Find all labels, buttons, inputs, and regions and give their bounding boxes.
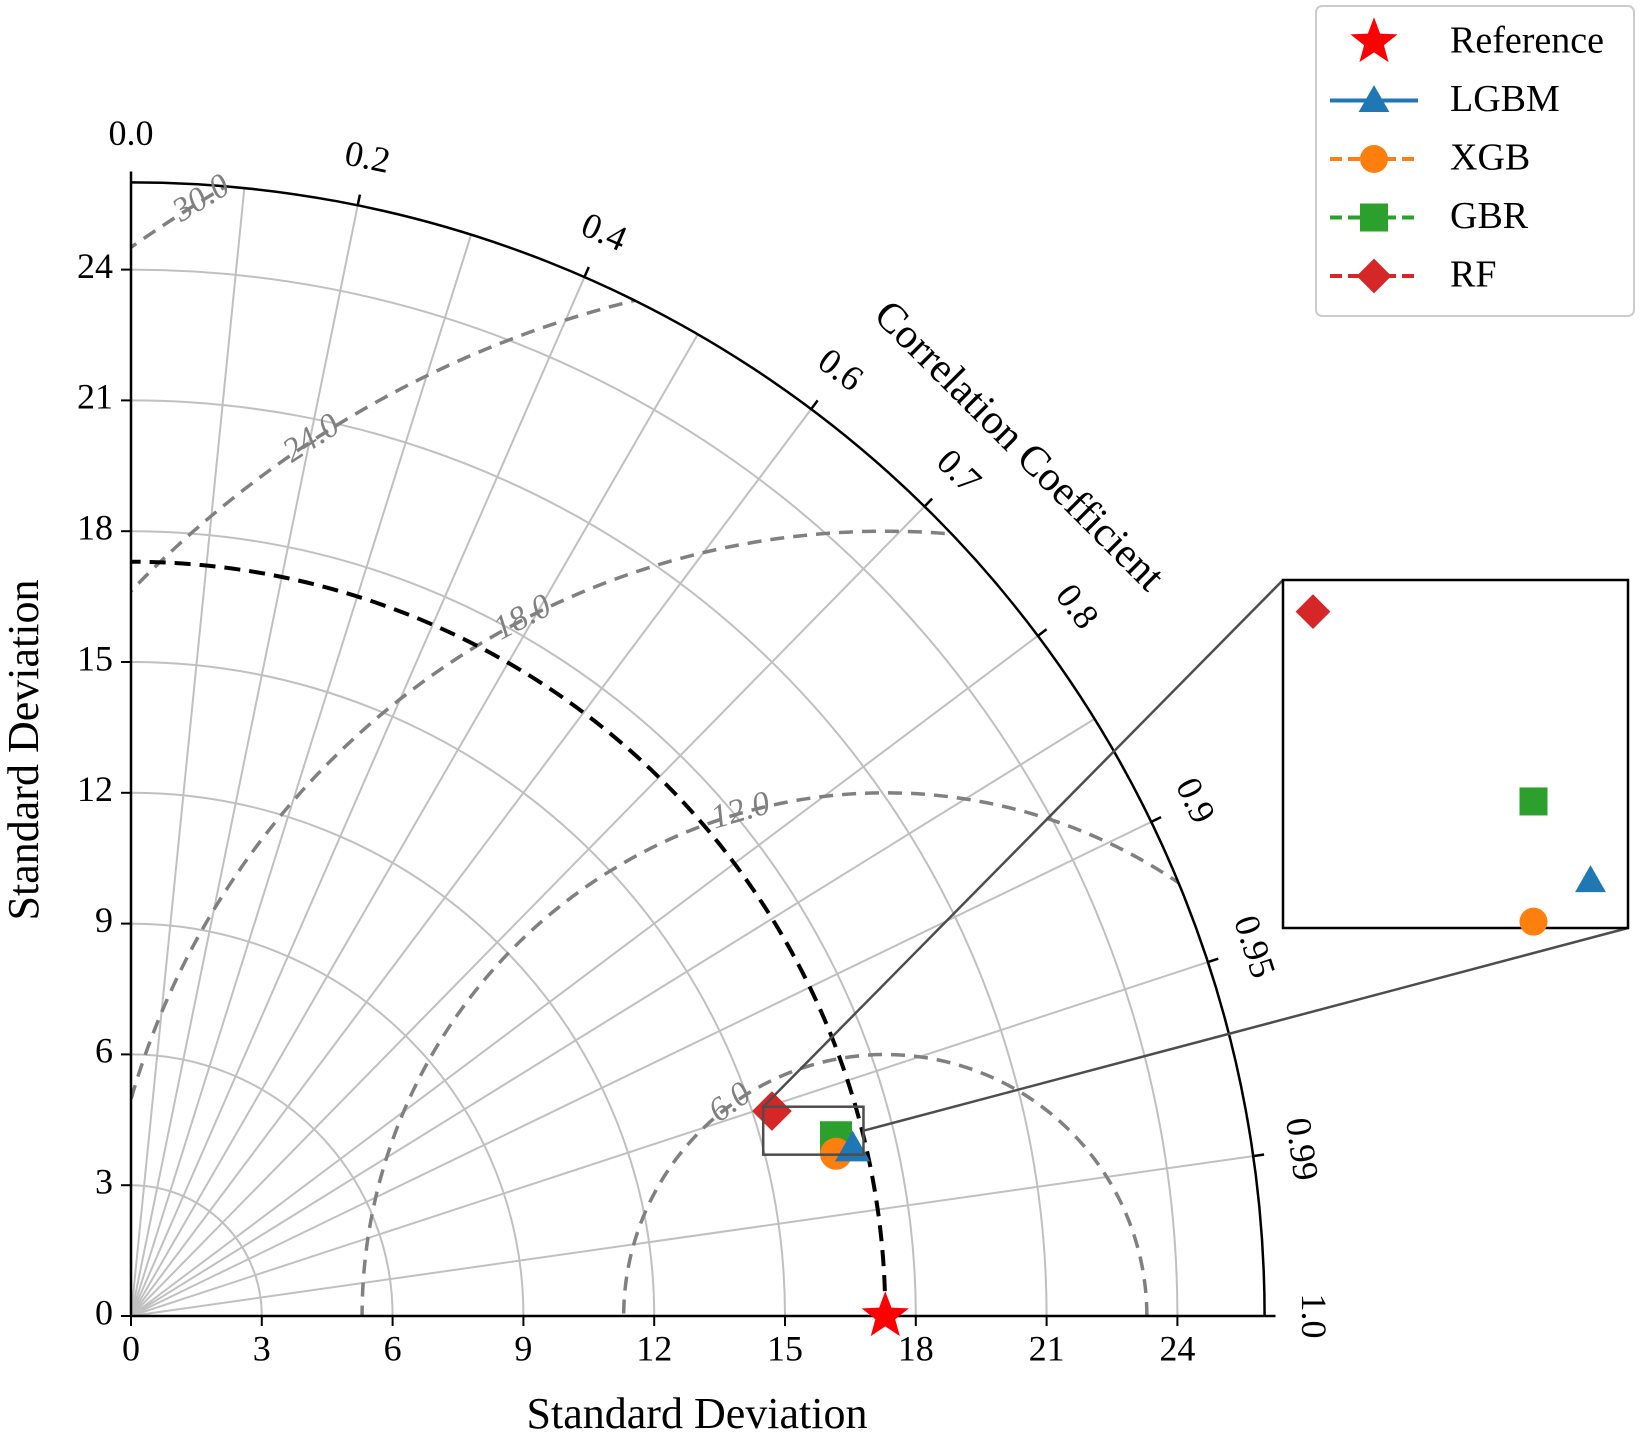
- corr-tick-label: 0.95: [1226, 910, 1284, 982]
- x-tick-label: 15: [767, 1328, 803, 1368]
- corr-grid-line: [130, 333, 699, 1317]
- x-tick-label: 0: [122, 1328, 140, 1368]
- corr-tick: [810, 399, 819, 410]
- outer-correlation-arc: [130, 181, 1266, 1317]
- corr-tick-label: 0.2: [342, 133, 394, 181]
- corr-tick-label: 0.99: [1278, 1115, 1326, 1183]
- y-tick-label: 6: [95, 1031, 113, 1071]
- y-tick-label: 3: [95, 1161, 113, 1201]
- y-tick-label: 18: [77, 507, 113, 547]
- corr-grid-line: [130, 505, 926, 1317]
- corr-tick: [923, 497, 934, 508]
- corr-tick: [1207, 957, 1219, 964]
- std-grid-arc: [130, 399, 1048, 1317]
- std-grid-arc: [130, 791, 656, 1317]
- corr-tick: [583, 266, 590, 278]
- corr-tick-label: 0.7: [929, 441, 989, 501]
- rms-contour: [360, 791, 1265, 1316]
- corr-grid-line: [130, 276, 586, 1317]
- reference-std-arc: [130, 559, 888, 1317]
- legend-label-reference: Reference: [1450, 20, 1604, 62]
- x-axis-label: Standard Deviation: [527, 1389, 868, 1438]
- legend-label-lgbm: LGBM: [1450, 78, 1560, 120]
- corr-tick: [1253, 1153, 1265, 1158]
- axes-frame: [129, 181, 1266, 1318]
- std-grid-arc: [130, 661, 786, 1317]
- inset-frame: [1281, 578, 1630, 930]
- x-tick-label: 3: [253, 1328, 271, 1368]
- corr-tick-label: 0.0: [109, 113, 154, 153]
- corr-tick-label: 1.0: [1294, 1294, 1334, 1339]
- y-tick-label: 0: [95, 1292, 113, 1332]
- std-grid-arc: [130, 268, 1179, 1317]
- y-tick-label: 21: [77, 377, 113, 417]
- corr-grid-line: [130, 205, 359, 1317]
- x-tick-label: 6: [384, 1328, 402, 1368]
- std-grid-arc: [130, 1184, 263, 1317]
- inset-point-gbr: [1519, 787, 1548, 816]
- corr-tick-label: 0.8: [1048, 576, 1107, 636]
- x-tick-label: 24: [1159, 1328, 1195, 1368]
- inset-point-rf: [1295, 594, 1331, 629]
- corr-tick-label: 0.6: [811, 340, 871, 399]
- y-tick-label: 24: [77, 246, 113, 286]
- y-tick-label: 15: [77, 638, 113, 678]
- corr-tick: [356, 194, 362, 206]
- rms-contour: [131, 529, 1265, 1316]
- corr-grid-line: [130, 234, 473, 1317]
- rms-contour-label: 30.0: [165, 167, 236, 230]
- data-points-layer: [752, 1091, 909, 1337]
- corr-grid-line: [130, 961, 1209, 1317]
- x-tick-label: 12: [636, 1328, 672, 1368]
- corr-grid-line: [130, 1155, 1254, 1317]
- corr-grid-line: [130, 635, 1039, 1317]
- corr-grid-line: [130, 820, 1152, 1317]
- zoom-connector-top: [762, 579, 1284, 1108]
- inset-point-xgb: [1519, 907, 1548, 936]
- corr-tick: [1150, 815, 1162, 824]
- legend-label-xgb: XGB: [1450, 137, 1530, 179]
- legend-marker-lgbm: [1358, 85, 1390, 113]
- corr-grid-line: [130, 717, 1096, 1317]
- zoom-inset: [761, 578, 1630, 1156]
- std-grid-arc: [130, 922, 525, 1317]
- legend: Reference LGBM XGB GBR RF: [1315, 5, 1635, 317]
- legend-label-gbr: GBR: [1450, 195, 1529, 237]
- correlation-axis-label: Correlation Coefficient: [865, 292, 1173, 600]
- legend-marker-xgb: [1360, 145, 1388, 173]
- corr-grid-line: [130, 408, 812, 1317]
- corr-tick-label: 0.4: [576, 204, 633, 259]
- legend-marker-reference: [1350, 17, 1398, 63]
- legend-marker-gbr: [1360, 203, 1388, 232]
- rms-contour: [621, 1052, 1149, 1316]
- legend-frame: [1315, 5, 1635, 317]
- std-grid-arc: [130, 1053, 394, 1317]
- corr-grid-line: [130, 187, 246, 1317]
- point-reference: [861, 1291, 909, 1337]
- y-tick-label: 9: [95, 900, 113, 940]
- inset-point-lgbm: [1575, 865, 1606, 893]
- x-tick-label: 9: [514, 1328, 532, 1368]
- zoom-connector-bottom: [863, 926, 1629, 1132]
- legend-label-rf: RF: [1450, 254, 1496, 296]
- std-grid-arc: [130, 530, 917, 1317]
- y-tick-label: 12: [77, 769, 113, 809]
- legend-marker-rf: [1356, 258, 1392, 294]
- corr-tick: [1037, 628, 1048, 637]
- grid-layer: [130, 187, 1254, 1317]
- x-tick-label: 21: [1029, 1328, 1065, 1368]
- x-tick-label: 18: [898, 1328, 934, 1368]
- corr-tick-label: 0.9: [1168, 771, 1224, 829]
- y-axis-label: Standard Deviation: [0, 580, 48, 921]
